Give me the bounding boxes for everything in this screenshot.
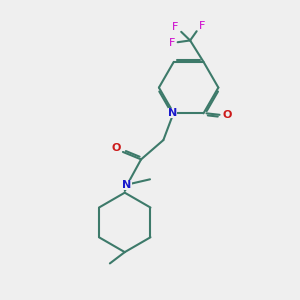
Text: N: N [168, 108, 177, 118]
Text: O: O [223, 110, 232, 120]
Text: F: F [199, 21, 205, 31]
Text: N: N [122, 180, 132, 190]
Text: F: F [169, 38, 175, 48]
Text: O: O [112, 142, 121, 152]
Text: F: F [172, 22, 178, 32]
